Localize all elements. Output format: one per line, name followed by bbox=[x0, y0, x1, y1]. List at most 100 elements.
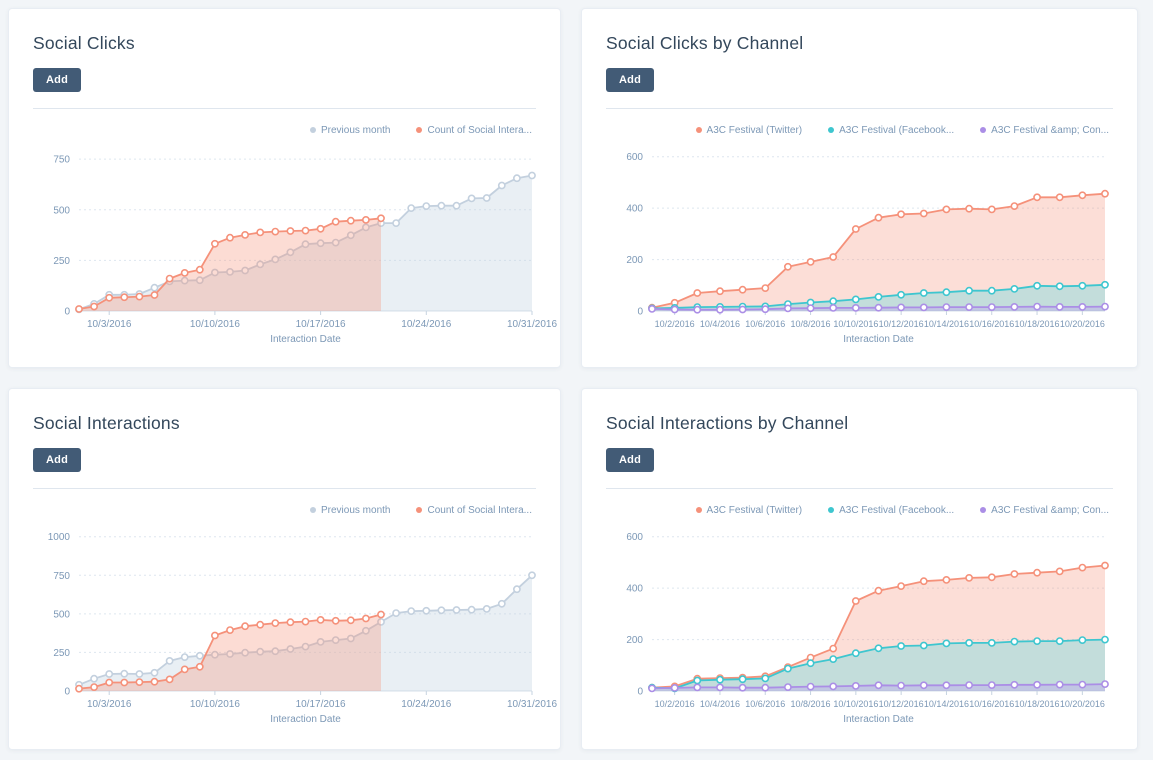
data-point[interactable] bbox=[226, 233, 234, 242]
data-point[interactable] bbox=[783, 683, 792, 691]
data-point[interactable] bbox=[286, 618, 295, 627]
data-point[interactable] bbox=[874, 644, 883, 653]
data-point[interactable] bbox=[716, 683, 724, 692]
data-point[interactable] bbox=[1055, 193, 1064, 202]
legend-item-count-of-social-intera[interactable]: Count of Social Intera... bbox=[416, 125, 532, 136]
data-point[interactable] bbox=[919, 681, 928, 690]
data-point[interactable] bbox=[331, 636, 340, 644]
data-point[interactable] bbox=[482, 194, 491, 202]
add-button[interactable]: Add bbox=[606, 448, 654, 472]
data-point[interactable] bbox=[256, 260, 265, 269]
data-point[interactable] bbox=[851, 597, 860, 605]
data-point[interactable] bbox=[761, 284, 770, 292]
data-point[interactable] bbox=[1101, 280, 1109, 289]
data-point[interactable] bbox=[422, 202, 431, 210]
legend-item-a3c-festival-amp-con[interactable]: A3C Festival &amp; Con... bbox=[980, 505, 1109, 516]
data-point[interactable] bbox=[180, 268, 189, 277]
data-point[interactable] bbox=[919, 641, 928, 650]
data-point[interactable] bbox=[738, 285, 747, 294]
data-point[interactable] bbox=[180, 665, 189, 674]
data-point[interactable] bbox=[761, 674, 770, 683]
data-point[interactable] bbox=[897, 290, 905, 299]
data-point[interactable] bbox=[210, 650, 219, 659]
data-point[interactable] bbox=[806, 659, 815, 668]
data-point[interactable] bbox=[851, 303, 860, 312]
data-point[interactable] bbox=[829, 297, 838, 306]
data-point[interactable] bbox=[226, 650, 234, 658]
data-point[interactable] bbox=[331, 217, 340, 226]
data-point[interactable] bbox=[965, 286, 973, 295]
data-point[interactable] bbox=[874, 213, 883, 222]
data-point[interactable] bbox=[942, 639, 951, 648]
data-point[interactable] bbox=[829, 253, 838, 261]
data-point[interactable] bbox=[670, 305, 679, 314]
data-point[interactable] bbox=[361, 216, 370, 224]
data-point[interactable] bbox=[874, 303, 883, 312]
data-point[interactable] bbox=[1010, 302, 1019, 311]
data-point[interactable] bbox=[1078, 302, 1087, 311]
data-point[interactable] bbox=[919, 289, 928, 297]
data-point[interactable] bbox=[301, 617, 310, 626]
data-point[interactable] bbox=[897, 582, 905, 590]
data-point[interactable] bbox=[829, 303, 838, 312]
data-point[interactable] bbox=[851, 225, 860, 233]
data-point[interactable] bbox=[851, 681, 860, 690]
data-point[interactable] bbox=[1078, 281, 1087, 290]
data-point[interactable] bbox=[361, 626, 370, 635]
data-point[interactable] bbox=[648, 304, 656, 313]
data-point[interactable] bbox=[919, 303, 928, 312]
data-point[interactable] bbox=[874, 586, 883, 595]
data-point[interactable] bbox=[874, 292, 883, 301]
data-point[interactable] bbox=[331, 238, 340, 247]
data-point[interactable] bbox=[1010, 637, 1019, 646]
data-point[interactable] bbox=[1101, 635, 1109, 644]
data-point[interactable] bbox=[1101, 561, 1109, 570]
data-point[interactable] bbox=[987, 639, 996, 647]
data-point[interactable] bbox=[738, 683, 747, 692]
data-point[interactable] bbox=[1033, 193, 1041, 202]
legend-item-a3c-festival-facebook[interactable]: A3C Festival (Facebook... bbox=[828, 505, 954, 516]
data-point[interactable] bbox=[271, 647, 280, 656]
data-point[interactable] bbox=[226, 626, 234, 634]
data-point[interactable] bbox=[1010, 680, 1019, 689]
data-point[interactable] bbox=[897, 642, 905, 650]
data-point[interactable] bbox=[241, 622, 249, 631]
data-point[interactable] bbox=[1033, 637, 1041, 645]
data-point[interactable] bbox=[316, 616, 325, 624]
data-point[interactable] bbox=[346, 216, 355, 225]
data-point[interactable] bbox=[301, 240, 310, 249]
data-point[interactable] bbox=[437, 201, 446, 210]
data-point[interactable] bbox=[301, 226, 310, 235]
data-point[interactable] bbox=[670, 683, 679, 692]
data-point[interactable] bbox=[105, 293, 114, 302]
data-point[interactable] bbox=[942, 576, 951, 584]
data-point[interactable] bbox=[377, 214, 385, 223]
data-point[interactable] bbox=[316, 638, 325, 646]
data-point[interactable] bbox=[648, 684, 656, 693]
data-point[interactable] bbox=[210, 268, 219, 277]
data-point[interactable] bbox=[528, 171, 536, 180]
data-point[interactable] bbox=[407, 204, 416, 212]
legend-item-a3c-festival-facebook[interactable]: A3C Festival (Facebook... bbox=[828, 125, 954, 136]
add-button[interactable]: Add bbox=[33, 448, 81, 472]
data-point[interactable] bbox=[377, 610, 385, 619]
legend-item-previous-month[interactable]: Previous month bbox=[310, 505, 390, 516]
data-point[interactable] bbox=[452, 201, 461, 210]
data-point[interactable] bbox=[1055, 282, 1064, 291]
data-point[interactable] bbox=[150, 283, 159, 292]
data-point[interactable] bbox=[105, 678, 114, 687]
legend-item-a3c-festival-twitter[interactable]: A3C Festival (Twitter) bbox=[695, 125, 802, 136]
data-point[interactable] bbox=[987, 205, 996, 214]
data-point[interactable] bbox=[1055, 302, 1064, 311]
data-point[interactable] bbox=[90, 683, 98, 691]
data-point[interactable] bbox=[851, 649, 860, 658]
data-point[interactable] bbox=[942, 205, 951, 214]
data-point[interactable] bbox=[783, 304, 792, 313]
data-point[interactable] bbox=[829, 644, 838, 653]
data-point[interactable] bbox=[271, 255, 280, 264]
data-point[interactable] bbox=[987, 681, 996, 689]
add-button[interactable]: Add bbox=[606, 68, 654, 92]
data-point[interactable] bbox=[467, 194, 476, 203]
data-point[interactable] bbox=[407, 607, 416, 615]
data-point[interactable] bbox=[512, 585, 521, 594]
